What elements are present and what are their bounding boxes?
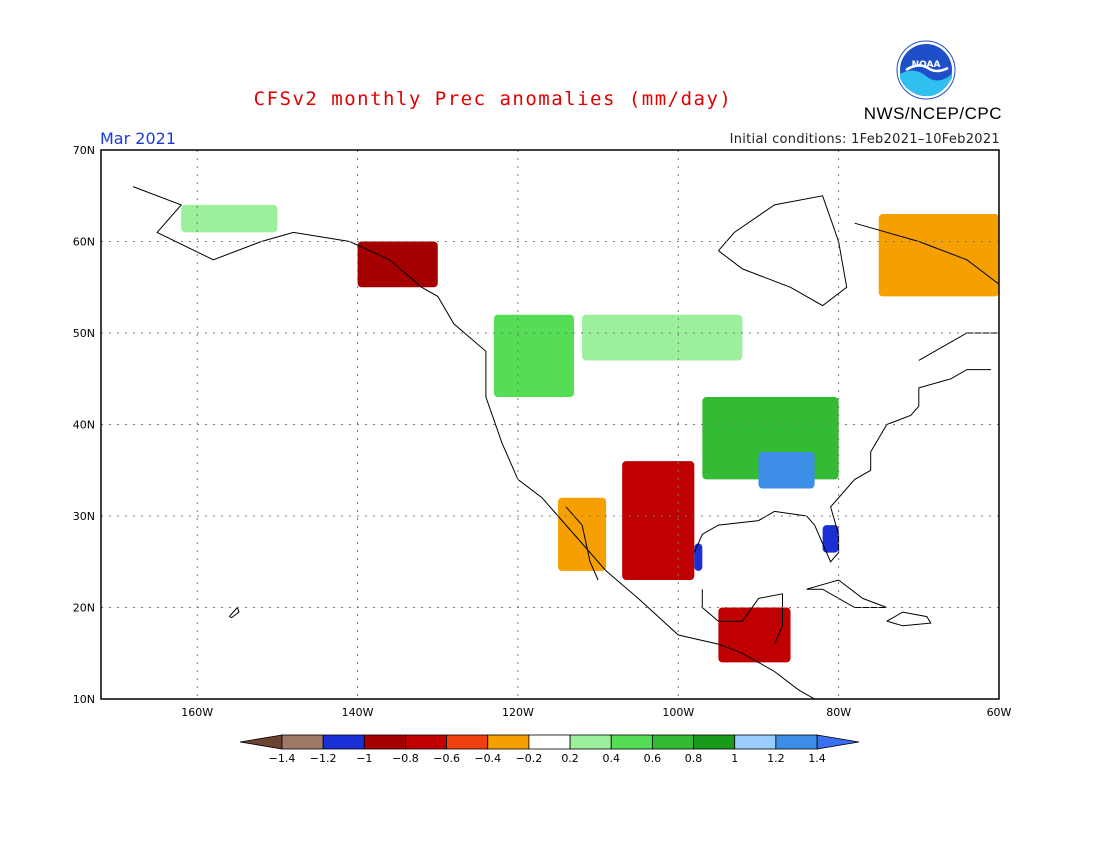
colorbar-low-arrow <box>239 734 283 750</box>
colorbar-label: 0.4 <box>602 752 620 765</box>
chart-title: CFSv2 monthly Prec anomalies (mm/day) <box>253 88 733 110</box>
anomaly-region-4 <box>758 451 815 489</box>
colorbar-swatch <box>446 734 489 750</box>
colorbar-swatch <box>651 734 694 750</box>
lon-tick-label: 100W <box>662 706 694 719</box>
lon-tick-label: 120W <box>502 706 534 719</box>
colorbar-swatch <box>363 734 406 750</box>
colorbar-label: −0.6 <box>433 752 460 765</box>
colorbar: −1.4 −1.2 −1 −0.8 −0.6 −0.4 −0.2 0.2 0.4 0.6 0.8 1 1… <box>239 734 860 765</box>
colorbar-label: −0.4 <box>474 752 501 765</box>
coastline-7 <box>886 611 932 627</box>
colorbar-swatch <box>610 734 653 750</box>
agency-label: NWS/NCEP/CPC <box>863 104 1002 123</box>
graticule <box>101 150 999 699</box>
colorbar-label: 1.2 <box>767 752 785 765</box>
latitude-labels: 10N 20N 30N 40N 50N 60N 70N <box>73 144 95 706</box>
anomaly-region-10 <box>718 607 791 663</box>
colorbar-label: 0.2 <box>561 752 579 765</box>
lon-tick-label: 80W <box>826 706 851 719</box>
coastline-5 <box>854 222 999 361</box>
initial-conditions-label: Initial conditions: 1Feb2021–10Feb2021 <box>729 132 1000 147</box>
anomaly-region-5 <box>622 461 695 581</box>
colorbar-swatch <box>528 734 571 750</box>
svg-text:NOAA: NOAA <box>912 60 941 70</box>
anomaly-region-2 <box>582 314 743 361</box>
coastline-3 <box>701 589 783 645</box>
colorbar-label: 1 <box>731 752 738 765</box>
lat-tick-label: 50N <box>73 327 95 340</box>
anomaly-region-0 <box>181 204 278 233</box>
colorbar-label: 1.4 <box>808 752 826 765</box>
colorbar-label: −1.4 <box>269 752 296 765</box>
colorbar-label: −1 <box>356 752 372 765</box>
lat-tick-label: 10N <box>73 693 95 706</box>
colorbar-swatch <box>734 734 777 750</box>
lon-tick-label: 60W <box>987 706 1012 719</box>
colorbar-swatch <box>569 734 612 750</box>
coastline-4 <box>718 195 848 307</box>
anomaly-fields <box>181 204 999 663</box>
lat-tick-label: 20N <box>73 602 95 615</box>
anomaly-region-8 <box>878 214 999 297</box>
colorbar-label: 0.6 <box>644 752 662 765</box>
coastline-0 <box>132 186 815 699</box>
noaa-logo: NOAA <box>896 40 956 100</box>
lat-tick-label: 70N <box>73 144 95 157</box>
anomaly-region-11 <box>558 497 607 571</box>
anomaly-region-1 <box>493 314 575 398</box>
colorbar-label: −0.8 <box>392 752 419 765</box>
longitude-labels: 160W 140W 120W 100W 80W 60W <box>181 706 1011 719</box>
lon-tick-label: 160W <box>181 706 213 719</box>
colorbar-swatch <box>281 734 324 750</box>
colorbar-swatch <box>322 734 365 750</box>
colorbar-label: 0.8 <box>685 752 703 765</box>
colorbar-swatch <box>693 734 736 750</box>
lat-tick-label: 60N <box>73 236 95 249</box>
forecast-period-label: Mar 2021 <box>100 129 176 148</box>
colorbar-swatch <box>405 734 448 750</box>
anomaly-region-6 <box>694 543 703 571</box>
lat-tick-label: 30N <box>73 510 95 523</box>
lat-tick-label: 40N <box>73 419 95 432</box>
coastline-8 <box>228 606 240 619</box>
colorbar-label: −1.2 <box>310 752 337 765</box>
map-frame <box>100 149 1000 700</box>
anomaly-region-9 <box>357 241 438 288</box>
lon-tick-label: 140W <box>342 706 374 719</box>
colorbar-label: −0.2 <box>516 752 543 765</box>
colorbar-swatch <box>487 734 530 750</box>
colorbar-swatch <box>775 734 818 750</box>
anomaly-region-7 <box>822 525 839 553</box>
colorbar-high-arrow <box>816 734 860 750</box>
